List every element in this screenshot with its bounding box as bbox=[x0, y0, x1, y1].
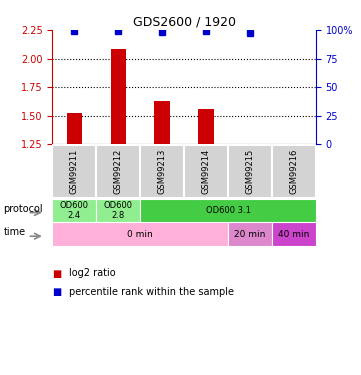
Text: protocol: protocol bbox=[4, 204, 43, 214]
Bar bbox=[52, 145, 96, 198]
Text: GSM99214: GSM99214 bbox=[201, 149, 210, 194]
Bar bbox=[140, 199, 316, 222]
Title: GDS2600 / 1920: GDS2600 / 1920 bbox=[132, 16, 236, 29]
Bar bbox=[96, 145, 140, 198]
Bar bbox=[184, 145, 228, 198]
Bar bbox=[155, 101, 170, 144]
Text: 40 min: 40 min bbox=[278, 230, 310, 239]
Text: 0 min: 0 min bbox=[127, 230, 153, 239]
Bar bbox=[140, 145, 184, 198]
Bar bbox=[272, 145, 316, 198]
Bar bbox=[52, 222, 228, 246]
Text: GSM99213: GSM99213 bbox=[158, 149, 167, 194]
Bar bbox=[199, 109, 214, 144]
Text: time: time bbox=[4, 227, 26, 237]
Bar bbox=[228, 145, 272, 198]
Bar bbox=[110, 50, 126, 144]
Bar bbox=[272, 222, 316, 246]
Text: GSM99216: GSM99216 bbox=[290, 149, 299, 194]
Text: GSM99212: GSM99212 bbox=[114, 149, 123, 194]
Text: 20 min: 20 min bbox=[234, 230, 266, 239]
Text: ■: ■ bbox=[52, 287, 62, 297]
Text: percentile rank within the sample: percentile rank within the sample bbox=[69, 287, 234, 297]
Text: OD600 3.1: OD600 3.1 bbox=[206, 206, 251, 215]
Bar bbox=[52, 199, 96, 222]
Text: log2 ratio: log2 ratio bbox=[69, 268, 115, 279]
Text: OD600
2.4: OD600 2.4 bbox=[60, 201, 89, 220]
Text: ■: ■ bbox=[52, 268, 62, 279]
Text: GSM99211: GSM99211 bbox=[70, 149, 79, 194]
Bar bbox=[96, 199, 140, 222]
Bar bbox=[67, 114, 82, 144]
Text: OD600
2.8: OD600 2.8 bbox=[104, 201, 133, 220]
Bar bbox=[228, 222, 272, 246]
Text: GSM99215: GSM99215 bbox=[245, 149, 255, 194]
